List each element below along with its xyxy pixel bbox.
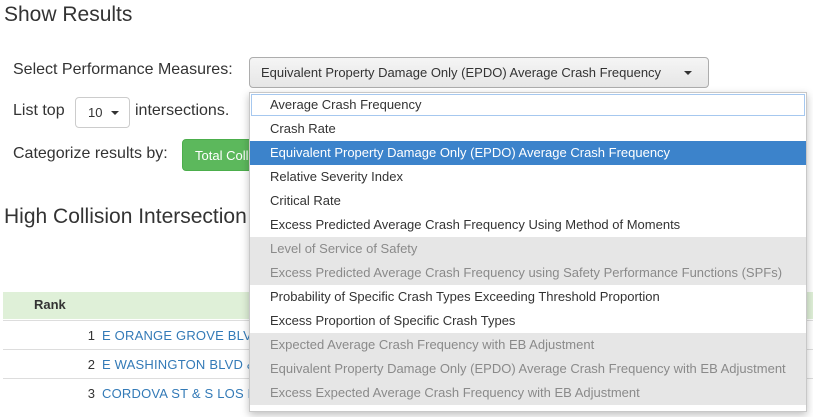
dropdown-option[interactable]: Relative Severity Index	[270, 169, 403, 184]
dropdown-option[interactable]: Excess Predicted Average Crash Frequency…	[270, 217, 681, 232]
dropdown-option[interactable]: Crash Rate	[270, 121, 336, 136]
intersection-link[interactable]: E ORANGE GROVE BLV	[102, 328, 253, 343]
caret-down-icon	[111, 111, 119, 115]
dropdown-option[interactable]: Equivalent Property Damage Only (EPDO) A…	[250, 141, 806, 165]
rank-cell: 1	[87, 328, 95, 343]
list-top-label: List top	[13, 102, 65, 119]
intersections-label: intersections.	[135, 102, 230, 119]
dropdown-option: Expected Average Crash Frequency with EB…	[250, 333, 806, 357]
page-title: Show Results	[4, 3, 133, 26]
total-collisions-button[interactable]: Total Coll	[182, 139, 252, 171]
section-title: High Collision Intersection	[4, 205, 247, 228]
rank-cell: 2	[87, 357, 95, 372]
list-top-value: 10	[88, 105, 103, 120]
dropdown-option: Excess Predicted Average Crash Frequency…	[250, 261, 806, 285]
intersection-link[interactable]: E WASHINGTON BLVD &	[102, 357, 256, 372]
dropdown-option[interactable]: Excess Proportion of Specific Crash Type…	[270, 313, 516, 328]
categorize-label: Categorize results by:	[13, 145, 168, 162]
dropdown-option: Level of Service of Safety	[250, 237, 806, 261]
intersection-link[interactable]: CORDOVA ST & S LOS F	[102, 386, 256, 401]
dropdown-option[interactable]: Average Crash Frequency	[250, 93, 806, 117]
rank-column-header: Rank	[34, 297, 66, 312]
dropdown-option: Excess Expected Average Crash Frequency …	[250, 381, 806, 405]
dropdown-option: Equivalent Property Damage Only (EPDO) A…	[250, 357, 806, 381]
caret-down-icon	[684, 71, 692, 75]
performance-measures-label: Select Performance Measures:	[13, 61, 233, 78]
list-top-select[interactable]: 10	[75, 97, 130, 128]
performance-measures-dropdown: Average Crash Frequency Crash Rate Equiv…	[249, 92, 807, 412]
dropdown-option[interactable]: Probability of Specific Crash Types Exce…	[270, 289, 660, 304]
performance-measures-select[interactable]: Equivalent Property Damage Only (EPDO) A…	[249, 57, 709, 88]
rank-cell: 3	[87, 386, 95, 401]
dropdown-option[interactable]: Critical Rate	[270, 193, 341, 208]
performance-measures-value: Equivalent Property Damage Only (EPDO) A…	[261, 65, 662, 80]
